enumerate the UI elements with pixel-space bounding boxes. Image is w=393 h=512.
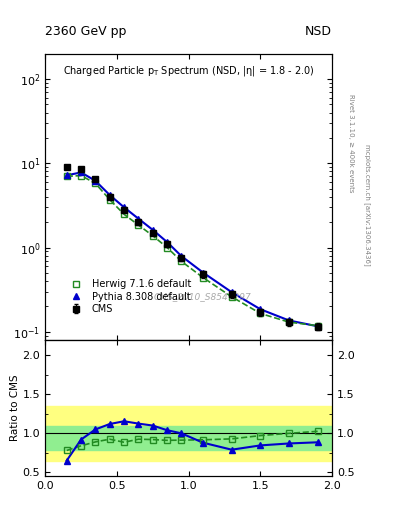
Legend: Herwig 7.1.6 default, Pythia 8.308 default, CMS: Herwig 7.1.6 default, Pythia 8.308 defau… <box>62 275 195 318</box>
Pythia 8.308 default <box>230 289 234 295</box>
Pythia 8.308 default <box>79 169 83 176</box>
Herwig 7.1.6 default <box>64 173 69 179</box>
Herwig 7.1.6 default <box>287 319 292 325</box>
Pythia 8.308 default <box>107 192 112 198</box>
Bar <box>45 406 332 461</box>
Herwig 7.1.6 default <box>315 323 320 329</box>
Herwig 7.1.6 default <box>136 222 141 228</box>
Line: Herwig 7.1.6 default: Herwig 7.1.6 default <box>64 173 321 329</box>
Pythia 8.308 default <box>201 269 206 275</box>
Text: NSD: NSD <box>305 25 332 38</box>
Pythia 8.308 default <box>258 306 263 312</box>
Herwig 7.1.6 default <box>201 274 206 281</box>
Herwig 7.1.6 default <box>151 232 155 239</box>
Line: Pythia 8.308 default: Pythia 8.308 default <box>64 169 321 329</box>
Herwig 7.1.6 default <box>107 197 112 203</box>
Herwig 7.1.6 default <box>122 211 127 218</box>
Herwig 7.1.6 default <box>79 173 83 179</box>
Pythia 8.308 default <box>64 172 69 178</box>
Text: 2360 GeV pp: 2360 GeV pp <box>45 25 127 38</box>
Pythia 8.308 default <box>315 323 320 329</box>
Herwig 7.1.6 default <box>179 258 184 264</box>
Pythia 8.308 default <box>93 178 98 184</box>
Text: Charged Particle $\mathregular{p_T}$ Spectrum (NSD, $\mathregular{|\eta|}$ = 1.8: Charged Particle $\mathregular{p_T}$ Spe… <box>63 64 314 78</box>
Bar <box>45 425 332 451</box>
Pythia 8.308 default <box>179 253 184 259</box>
Pythia 8.308 default <box>165 239 169 245</box>
Text: mcplots.cern.ch [arXiv:1306.3436]: mcplots.cern.ch [arXiv:1306.3436] <box>364 144 370 266</box>
Text: CMS_2010_S8547297: CMS_2010_S8547297 <box>154 292 252 302</box>
Text: Rivet 3.1.10, ≥ 400k events: Rivet 3.1.10, ≥ 400k events <box>348 94 354 193</box>
Pythia 8.308 default <box>136 216 141 222</box>
Y-axis label: Ratio to CMS: Ratio to CMS <box>10 375 20 441</box>
Herwig 7.1.6 default <box>230 294 234 300</box>
Pythia 8.308 default <box>287 317 292 324</box>
Pythia 8.308 default <box>122 204 127 210</box>
Pythia 8.308 default <box>151 227 155 233</box>
Herwig 7.1.6 default <box>93 180 98 186</box>
Herwig 7.1.6 default <box>165 244 169 250</box>
Herwig 7.1.6 default <box>258 310 263 316</box>
